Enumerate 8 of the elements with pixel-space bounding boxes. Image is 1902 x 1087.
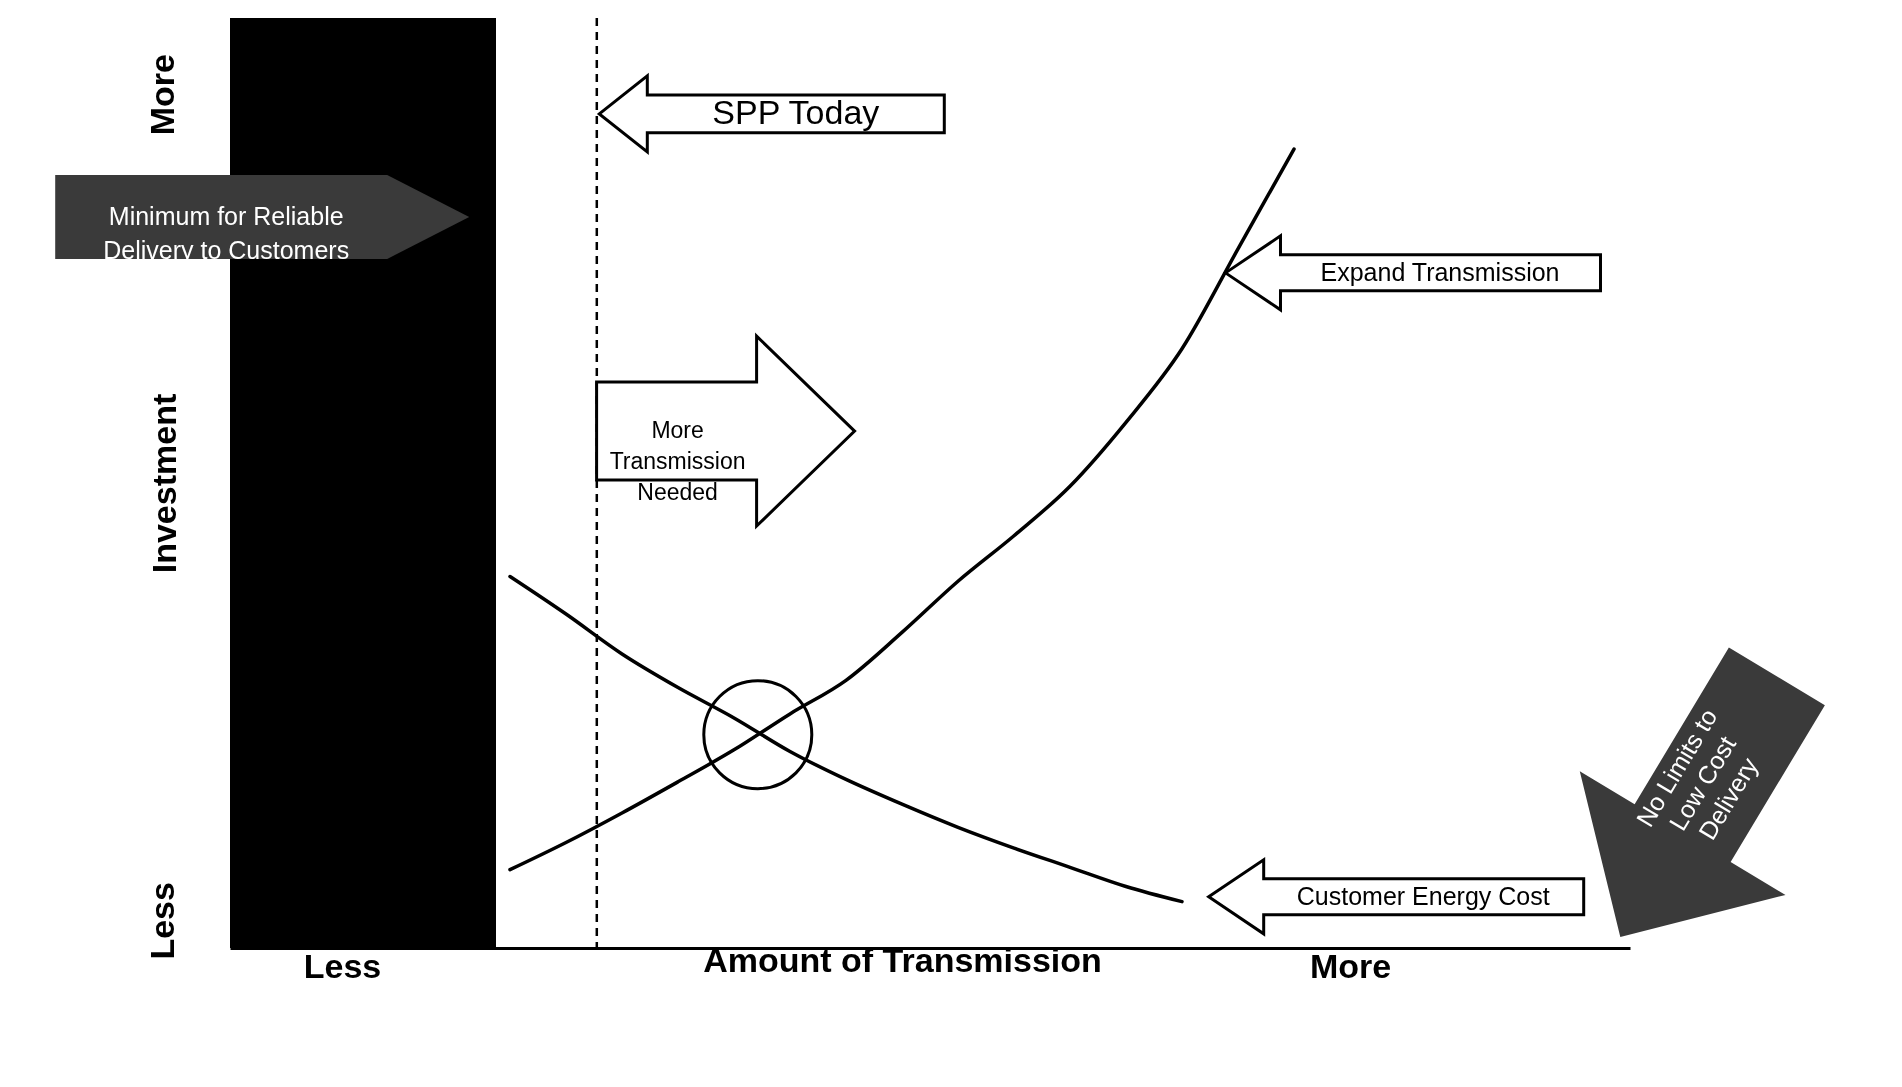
annotation: Minimum for Reliable Delivery to Customers <box>103 201 350 264</box>
text: More <box>143 54 182 136</box>
text: Expand Transmission <box>1320 257 1560 286</box>
text: SPP Today <box>712 92 880 131</box>
text: Customer Energy Cost <box>1296 881 1550 910</box>
annotation: More Transmission Needed <box>609 417 746 506</box>
x-axis-title: Amount of Transmission <box>703 940 1102 979</box>
y-axis-title: Investment <box>144 393 183 574</box>
